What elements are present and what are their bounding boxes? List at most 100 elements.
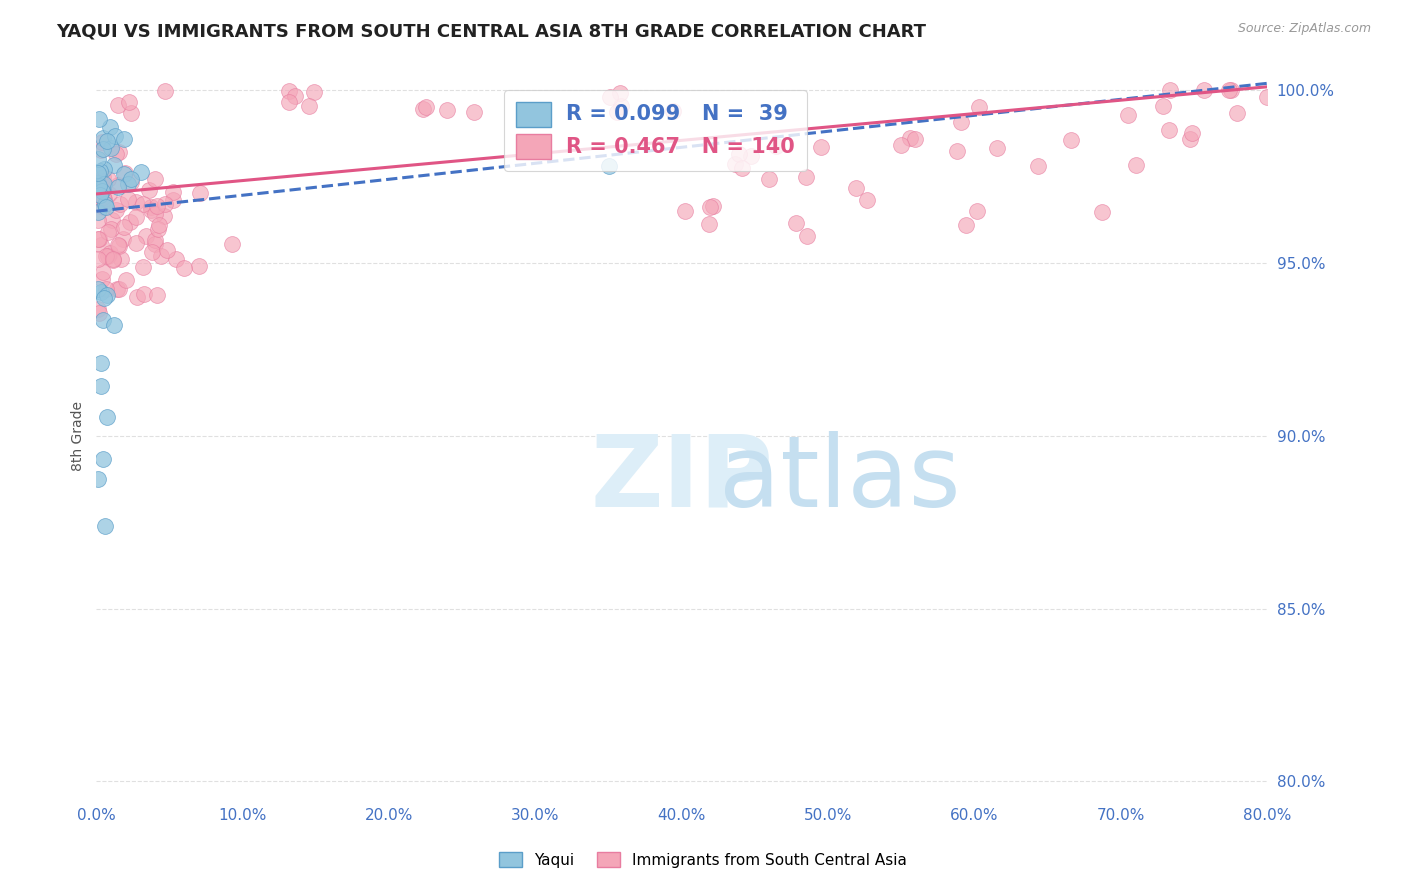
Point: [93, 193, 115, 207]
Point: [87, 282, 110, 296]
Point: [904, 131, 927, 145]
Point: [112, 132, 135, 146]
Point: [765, 139, 787, 153]
Point: [105, 282, 128, 296]
Point: [165, 252, 187, 266]
Point: [93, 142, 115, 156]
Point: [100, 213, 122, 227]
Point: [148, 219, 170, 233]
Point: [114, 273, 136, 287]
Point: [97, 249, 120, 263]
Point: [89, 188, 111, 202]
Point: [699, 200, 721, 214]
Point: [105, 147, 128, 161]
Point: [515, 106, 537, 120]
Point: [90, 285, 112, 299]
Point: [117, 192, 139, 206]
Point: [143, 207, 166, 221]
Point: [606, 105, 628, 120]
Point: [697, 217, 720, 231]
Point: [1226, 105, 1249, 120]
Point: [93, 291, 115, 305]
Point: [1125, 158, 1147, 172]
Point: [94, 200, 117, 214]
Point: [125, 235, 148, 250]
Point: [96, 287, 118, 301]
Point: [141, 245, 163, 260]
Point: [598, 159, 620, 173]
Point: [153, 197, 176, 211]
Point: [101, 252, 124, 266]
Point: [796, 229, 818, 244]
Point: [90, 144, 112, 158]
Point: [97, 225, 120, 239]
Point: [91, 135, 114, 149]
Y-axis label: 8th Grade: 8th Grade: [72, 401, 86, 471]
Point: [145, 199, 167, 213]
Point: [156, 243, 179, 257]
Point: [609, 99, 631, 113]
Point: [463, 104, 485, 119]
Point: [277, 95, 299, 109]
Point: [91, 169, 114, 184]
Point: [104, 128, 127, 143]
Point: [98, 246, 121, 260]
Point: [94, 518, 117, 533]
Point: [1153, 98, 1175, 112]
Point: [149, 249, 172, 263]
Text: Source: ZipAtlas.com: Source: ZipAtlas.com: [1237, 22, 1371, 36]
Point: [1028, 159, 1050, 173]
Point: [100, 222, 122, 236]
Text: YAQUI VS IMMIGRANTS FROM SOUTH CENTRAL ASIA 8TH GRADE CORRELATION CHART: YAQUI VS IMMIGRANTS FROM SOUTH CENTRAL A…: [56, 22, 927, 40]
Point: [107, 97, 129, 112]
Point: [112, 220, 135, 235]
Point: [129, 165, 152, 179]
Point: [1192, 83, 1215, 97]
Point: [949, 115, 972, 129]
Point: [731, 161, 754, 175]
Point: [94, 282, 117, 296]
Point: [415, 100, 437, 114]
Point: [96, 410, 118, 425]
Point: [125, 210, 148, 224]
Point: [108, 239, 131, 253]
Point: [146, 222, 169, 236]
Point: [139, 200, 162, 214]
Point: [1181, 126, 1204, 140]
Point: [90, 238, 112, 252]
Point: [673, 204, 696, 219]
Point: [162, 185, 184, 199]
Point: [108, 282, 131, 296]
Point: [599, 89, 621, 103]
Point: [93, 162, 115, 177]
Point: [103, 158, 125, 172]
Point: [135, 228, 157, 243]
Point: [190, 186, 212, 200]
Point: [87, 177, 110, 191]
Point: [103, 318, 125, 333]
Point: [87, 166, 110, 180]
Point: [94, 196, 117, 211]
Point: [91, 200, 114, 214]
Point: [845, 181, 868, 195]
Point: [107, 178, 129, 192]
Point: [412, 102, 434, 116]
Point: [117, 177, 139, 191]
Point: [91, 190, 114, 204]
Point: [284, 88, 307, 103]
Point: [120, 171, 142, 186]
Point: [104, 202, 127, 217]
Point: [855, 193, 877, 207]
Point: [107, 237, 129, 252]
Point: [143, 233, 166, 247]
Point: [87, 205, 110, 219]
Text: ZIP: ZIP: [591, 431, 773, 528]
Point: [87, 302, 110, 317]
Point: [107, 180, 129, 194]
Point: [436, 103, 458, 118]
Point: [91, 265, 114, 279]
Point: [304, 85, 326, 99]
Point: [87, 176, 110, 190]
Point: [87, 232, 110, 246]
Point: [810, 140, 832, 154]
